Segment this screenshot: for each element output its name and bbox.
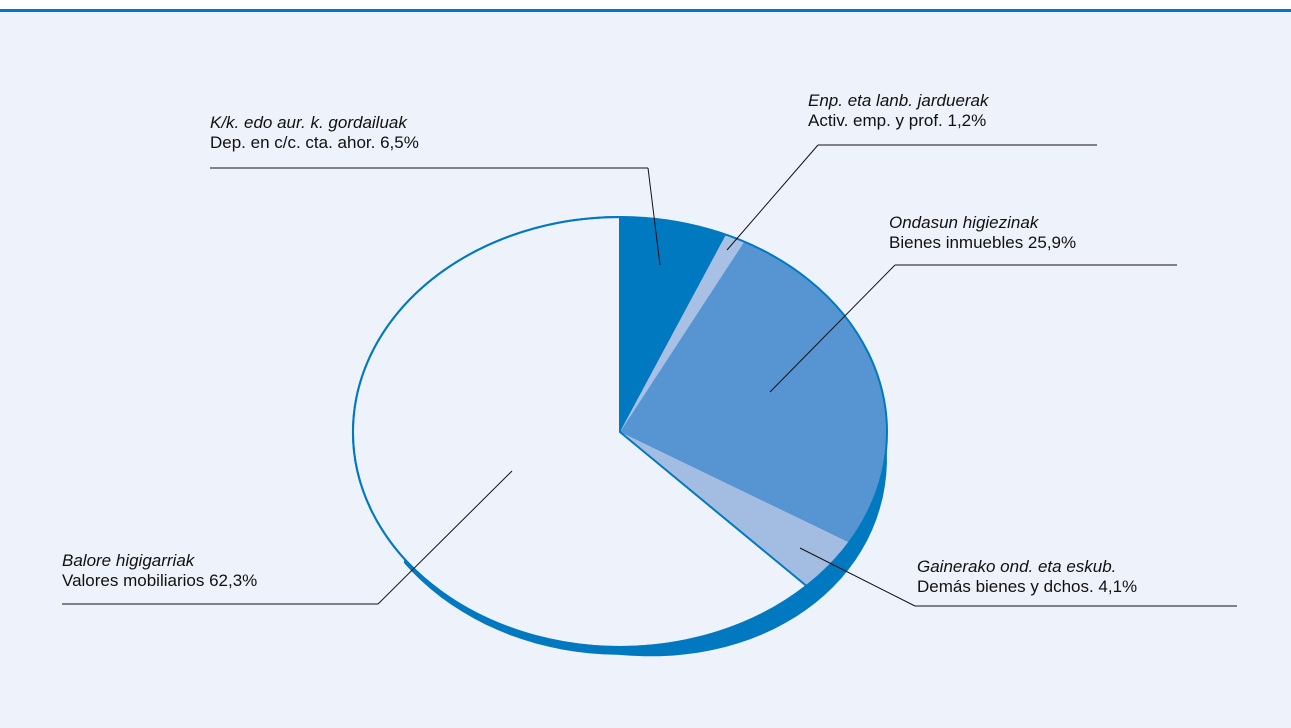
leader-line [769,264,896,393]
leader-line [726,144,819,251]
top-rule [0,0,1291,12]
slice-label-eu: Balore higigarriak [62,551,196,570]
pie-slice [620,234,745,432]
slice-label-eu: Enp. eta lanb. jarduerak [808,91,990,110]
slice-label-es: Activ. emp. y prof. 1,2% [808,111,986,130]
slice-label-eu: K/k. edo aur. k. gordailuak [210,113,408,132]
slice-label-eu: Gainerako ond. eta eskub. [917,557,1116,576]
pie-slice [620,432,849,586]
pie-outline [352,216,888,648]
leader-line [377,470,513,605]
leader-line [799,547,916,607]
slice-label-es: Dep. en c/c. cta. ahor. 6,5% [210,133,419,152]
pie-slice [620,241,888,543]
pie-slice [620,217,726,432]
slice-label-group: Gainerako ond. eta eskub.Demás bienes y … [799,547,1237,607]
slice-label-es: Demás bienes y dchos. 4,1% [917,577,1137,596]
slice-label-eu: Ondasun higiezinak [889,213,1040,232]
leader-line [647,167,661,266]
slice-label-es: Bienes inmuebles 25,9% [889,233,1076,252]
slice-label-es: Valores mobiliarios 62,3% [62,571,257,590]
